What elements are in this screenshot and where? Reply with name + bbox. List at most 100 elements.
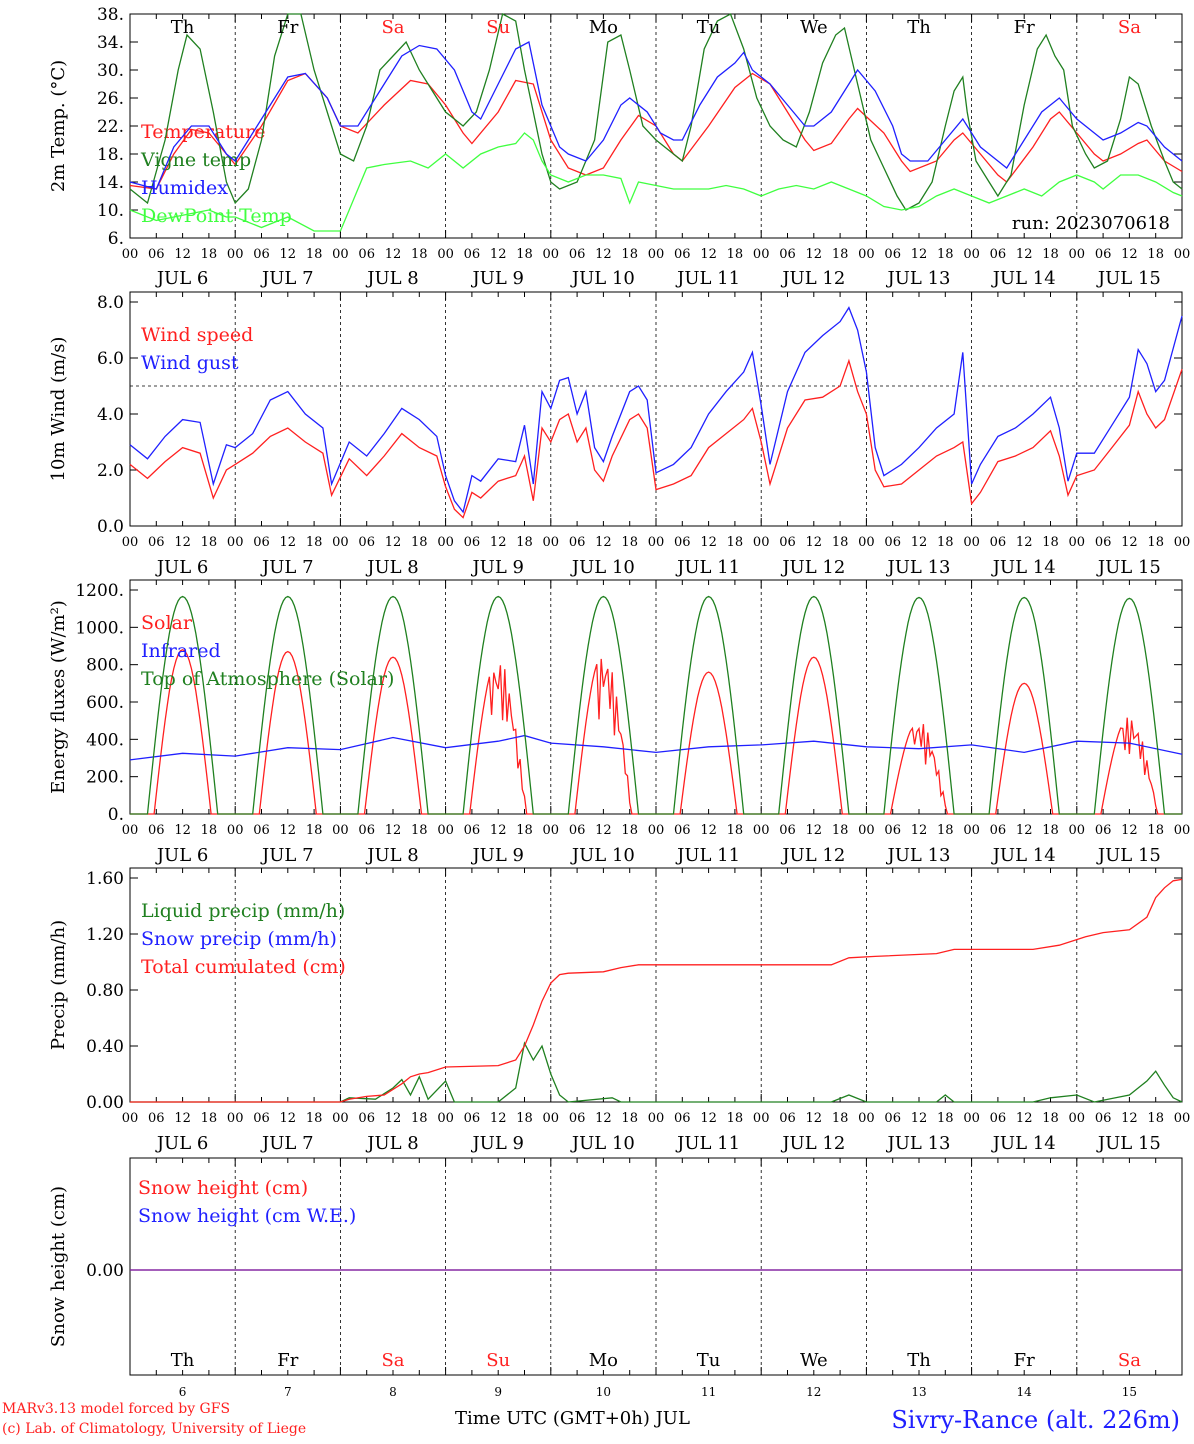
hour-label: 18 xyxy=(201,535,218,550)
hour-label: 12 xyxy=(911,247,928,262)
date-label: JUL 14 xyxy=(991,1133,1056,1154)
hour-label: 12 xyxy=(174,1111,191,1126)
day-name-label: We xyxy=(800,17,828,38)
hour-label: 00 xyxy=(963,535,980,550)
date-label: JUL 12 xyxy=(780,845,845,866)
hour-label: 06 xyxy=(148,247,165,262)
day-name-label: Fr xyxy=(277,1350,298,1371)
legend-entry: Humidex xyxy=(141,177,228,199)
date-label: JUL 8 xyxy=(365,268,419,289)
date-label: JUL 13 xyxy=(886,268,951,289)
hour-label: 06 xyxy=(1095,247,1112,262)
series-line-top-of-atmosphere-solar- xyxy=(130,595,1182,815)
hour-label: 00 xyxy=(122,535,139,550)
y-tick-label: 10. xyxy=(97,201,124,221)
hour-label: 18 xyxy=(727,1111,744,1126)
panel-2: 8.0 6.0 4.0 2.0 0.0 10m Wind (m/s) Wind speed W… xyxy=(48,291,1190,578)
day-number-label: 8 xyxy=(389,1385,397,1399)
date-label: JUL 9 xyxy=(470,1133,524,1154)
legend-entry: Vigne temp xyxy=(140,149,251,171)
hour-label: 18 xyxy=(306,1111,323,1126)
hour-label: 12 xyxy=(385,823,402,838)
hour-label: 06 xyxy=(253,823,270,838)
hour-label: 18 xyxy=(411,247,428,262)
hour-label: 18 xyxy=(1147,1111,1164,1126)
hour-label: 12 xyxy=(280,823,297,838)
hour-label: 12 xyxy=(1121,1111,1138,1126)
date-label: JUL 12 xyxy=(780,1133,845,1154)
hour-label: 06 xyxy=(779,247,796,262)
hour-label: 00 xyxy=(437,535,454,550)
series-line-dewpoint-temp xyxy=(129,132,1183,232)
hour-label: 00 xyxy=(858,535,875,550)
hour-label: 06 xyxy=(358,535,375,550)
date-label: JUL 7 xyxy=(260,1133,314,1154)
date-label: JUL 7 xyxy=(260,268,314,289)
date-label: JUL 13 xyxy=(886,1133,951,1154)
day-name-label: We xyxy=(800,1350,828,1371)
legend-entry: Wind gust xyxy=(141,352,239,374)
hour-label: 18 xyxy=(1147,535,1164,550)
hour-label: 00 xyxy=(437,247,454,262)
hour-label: 18 xyxy=(621,535,638,550)
day-name-label: Mo xyxy=(589,17,618,38)
day-name-label: Su xyxy=(486,1350,510,1371)
hour-label: 00 xyxy=(963,823,980,838)
day-number-label: 11 xyxy=(701,1385,716,1399)
hour-label: 06 xyxy=(358,823,375,838)
y-tick-label: 1.20 xyxy=(86,925,124,945)
y-tick-label: 0.0 xyxy=(97,517,124,537)
hour-label: 00 xyxy=(227,1111,244,1126)
legend-entry: Solar xyxy=(141,612,193,634)
hour-label: 18 xyxy=(306,247,323,262)
hour-label: 18 xyxy=(1042,535,1059,550)
day-name-label: Sa xyxy=(381,17,404,38)
hour-label: 12 xyxy=(806,823,823,838)
hour-label: 00 xyxy=(753,535,770,550)
hour-label: 12 xyxy=(700,247,717,262)
hour-label: 18 xyxy=(411,823,428,838)
hour-label: 06 xyxy=(148,823,165,838)
hour-label: 06 xyxy=(1095,1111,1112,1126)
hour-label: 00 xyxy=(1174,823,1191,838)
panel-4: 1.60 1.20 0.80 0.40 0.00 Precip (mm/h) Liquid … xyxy=(48,867,1190,1154)
day-number-label: 12 xyxy=(806,1385,821,1399)
legend-entry: Total cumulated (cm) xyxy=(141,956,346,978)
legend-entry: Snow height (cm W.E.) xyxy=(138,1205,356,1227)
hour-label: 18 xyxy=(832,247,849,262)
date-label: JUL 15 xyxy=(1096,557,1161,578)
hour-label: 18 xyxy=(1147,823,1164,838)
date-label: JUL 6 xyxy=(155,268,209,289)
hour-label: 00 xyxy=(332,247,349,262)
day-number-label: 7 xyxy=(284,1385,292,1399)
hour-label: 00 xyxy=(332,1111,349,1126)
date-label: JUL 8 xyxy=(365,1133,419,1154)
legend-entry: Wind speed xyxy=(141,324,253,346)
hour-label: 12 xyxy=(595,535,612,550)
hour-label: 12 xyxy=(911,823,928,838)
hour-label: 06 xyxy=(674,535,691,550)
panel-3: 1200. 1000. 800. 600. 400. 200. 0. Energy fluxe… xyxy=(48,579,1191,866)
hour-label: 00 xyxy=(1069,823,1086,838)
hour-label: 06 xyxy=(1095,823,1112,838)
hour-label: 06 xyxy=(464,535,481,550)
hour-label: 18 xyxy=(937,535,954,550)
panel-5: 0.00 Snow height (cm) Snow height (cm) Snow… xyxy=(48,1157,1183,1399)
legend-entry: Liquid precip (mm/h) xyxy=(141,900,345,922)
hour-label: 06 xyxy=(674,247,691,262)
hour-label: 00 xyxy=(543,823,560,838)
y-tick-label: 6.0 xyxy=(97,349,124,369)
date-label: JUL 8 xyxy=(365,557,419,578)
hour-label: 12 xyxy=(385,247,402,262)
hour-label: 06 xyxy=(990,535,1007,550)
y-axis-label: 10m Wind (m/s) xyxy=(48,337,69,482)
hour-label: 06 xyxy=(990,823,1007,838)
run-annotation: run: 2023070618 xyxy=(1012,213,1170,234)
y-tick-label: 6. xyxy=(108,229,124,249)
hour-label: 06 xyxy=(569,1111,586,1126)
date-label: JUL 10 xyxy=(570,557,635,578)
day-number-label: 9 xyxy=(494,1385,502,1399)
hour-label: 00 xyxy=(227,823,244,838)
hour-label: 18 xyxy=(621,247,638,262)
hour-label: 12 xyxy=(700,1111,717,1126)
